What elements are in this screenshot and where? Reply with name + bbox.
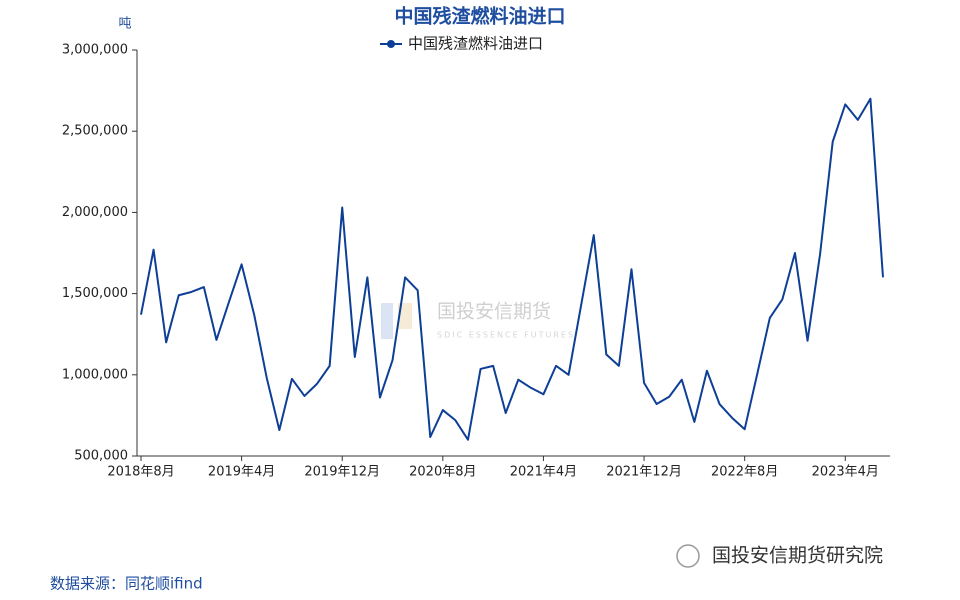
legend-label: 中国残渣燃料油进口 <box>408 35 543 53</box>
legend-marker <box>387 40 395 48</box>
x-tick-label: 2022年8月 <box>711 465 778 480</box>
y-tick-label: 1,500,000 <box>62 286 128 301</box>
brand: 国投安信期货研究院 <box>712 545 883 567</box>
y-tick-label: 3,000,000 <box>62 43 128 58</box>
x-tick-label: 2019年4月 <box>208 465 275 480</box>
watermark-sub: SDIC ESSENCE FUTURES <box>437 331 575 340</box>
y-tick-label: 2,500,000 <box>62 124 128 139</box>
x-tick-label: 2019年12月 <box>304 465 380 480</box>
watermark: 国投安信期货 SDIC ESSENCE FUTURES <box>381 301 575 340</box>
y-tick-label: 2,000,000 <box>62 205 128 220</box>
x-tick-label: 2023年4月 <box>812 465 879 480</box>
x-tick-label: 2020年8月 <box>409 465 476 480</box>
watermark-text: 国投安信期货 <box>437 301 551 323</box>
data-line <box>140 97 884 441</box>
x-tick-label: 2021年4月 <box>510 465 577 480</box>
watermark-logo <box>398 303 412 329</box>
watermark-logo <box>381 303 393 339</box>
chart-title: 中国残渣燃料油进口 <box>394 5 565 28</box>
y-tick-label: 1,000,000 <box>62 367 128 382</box>
x-tick-label: 2018年8月 <box>107 465 174 480</box>
y-axis-unit: 吨 <box>118 17 131 32</box>
y-tick-label: 500,000 <box>74 449 128 464</box>
wechat-icon <box>676 544 700 568</box>
source: 数据来源：同花顺ifind <box>50 575 203 593</box>
x-tick-label: 2021年12月 <box>606 465 682 480</box>
